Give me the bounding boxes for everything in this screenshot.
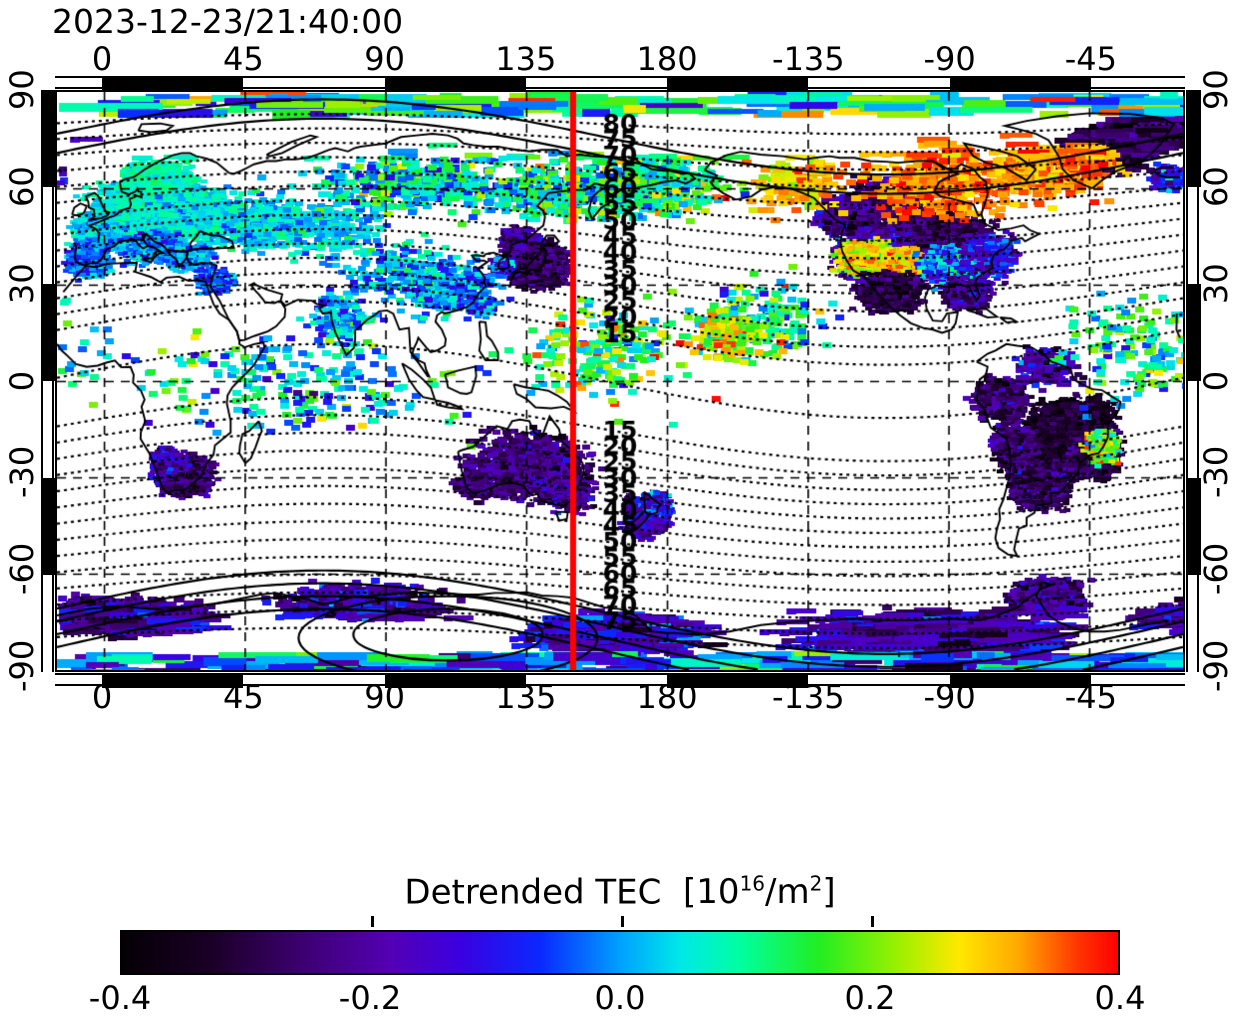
colorbar-gradient <box>122 932 1118 973</box>
x-tick-label: -135 <box>772 678 845 716</box>
y-axis-right-ticks: 90 60 30 0 -30 -60 -90 <box>1196 69 1236 692</box>
colorbar-title: Detrended TEC [1016/m2] <box>0 872 1240 912</box>
y-tick-label: 60 <box>1197 166 1235 207</box>
tec-map-panel <box>55 90 1185 672</box>
axis-tickbar-top <box>55 76 1185 91</box>
x-tick-label: -45 <box>1064 40 1117 78</box>
x-tick-label: 0 <box>91 40 113 78</box>
y-tick-label: 90 <box>1197 69 1235 110</box>
x-tick-label: 45 <box>222 678 264 716</box>
colorbar-tick-label: 0.0 <box>594 979 646 1017</box>
x-tick-label: 135 <box>495 678 557 716</box>
y-tick-label: -90 <box>1197 639 1235 692</box>
y-tick-label: -60 <box>3 542 41 595</box>
x-tick-label: 90 <box>364 678 405 716</box>
axis-tickbar-right <box>1186 90 1201 672</box>
y-axis-left-ticks: 90 60 30 0 -30 -60 -90 <box>2 69 42 692</box>
colorbar <box>120 916 1120 975</box>
x-tick-label: -45 <box>1064 678 1117 716</box>
x-axis-bottom-ticks: 0 45 90 135 180 -135 -90 -45 <box>55 678 1185 716</box>
x-tick-label: -90 <box>923 40 976 78</box>
x-tick-label: 180 <box>636 40 698 78</box>
colorbar-tick-mark <box>621 916 624 927</box>
x-tick-label: -135 <box>772 40 845 78</box>
colorbar-tick-mark <box>371 916 374 927</box>
y-tick-label: 30 <box>1197 263 1235 304</box>
colorbar-label: Detrended TEC <box>404 872 662 913</box>
colorbar-tick-mark <box>871 916 874 927</box>
tec-heatmap-canvas <box>57 92 1183 670</box>
x-tick-label: 0 <box>91 678 113 716</box>
y-tick-label: -60 <box>1197 542 1235 595</box>
colorbar-ticks: -0.4 -0.2 0.0 0.2 0.4 <box>89 975 1146 1021</box>
y-tick-label: -90 <box>3 639 41 692</box>
axis-tickbar-bottom <box>55 673 1185 688</box>
y-tick-label: 0 <box>1197 370 1235 392</box>
x-tick-label: 45 <box>222 40 264 78</box>
colorbar-tick-label: 0.2 <box>844 979 896 1017</box>
colorbar-units: [1016/m2] <box>683 872 836 913</box>
axis-tickbar-left <box>41 90 56 672</box>
y-tick-label: 30 <box>3 263 41 304</box>
colorbar-tick-label: 0.4 <box>1094 979 1146 1017</box>
colorbar-tick-label: -0.2 <box>338 979 402 1017</box>
y-tick-label: -30 <box>1197 445 1235 498</box>
x-axis-top-ticks: 0 45 90 135 180 -135 -90 -45 <box>55 40 1185 78</box>
y-tick-label: 0 <box>3 370 41 392</box>
page-title: 2023-12-23/21:40:00 <box>52 2 404 41</box>
x-tick-label: 135 <box>495 40 557 78</box>
x-tick-label: -90 <box>923 678 976 716</box>
y-tick-label: 90 <box>3 69 41 110</box>
y-tick-label: 60 <box>3 166 41 207</box>
y-tick-label: -30 <box>3 445 41 498</box>
x-tick-label: 180 <box>636 678 698 716</box>
colorbar-tick-label: -0.4 <box>88 979 152 1017</box>
x-tick-label: 90 <box>364 40 405 78</box>
